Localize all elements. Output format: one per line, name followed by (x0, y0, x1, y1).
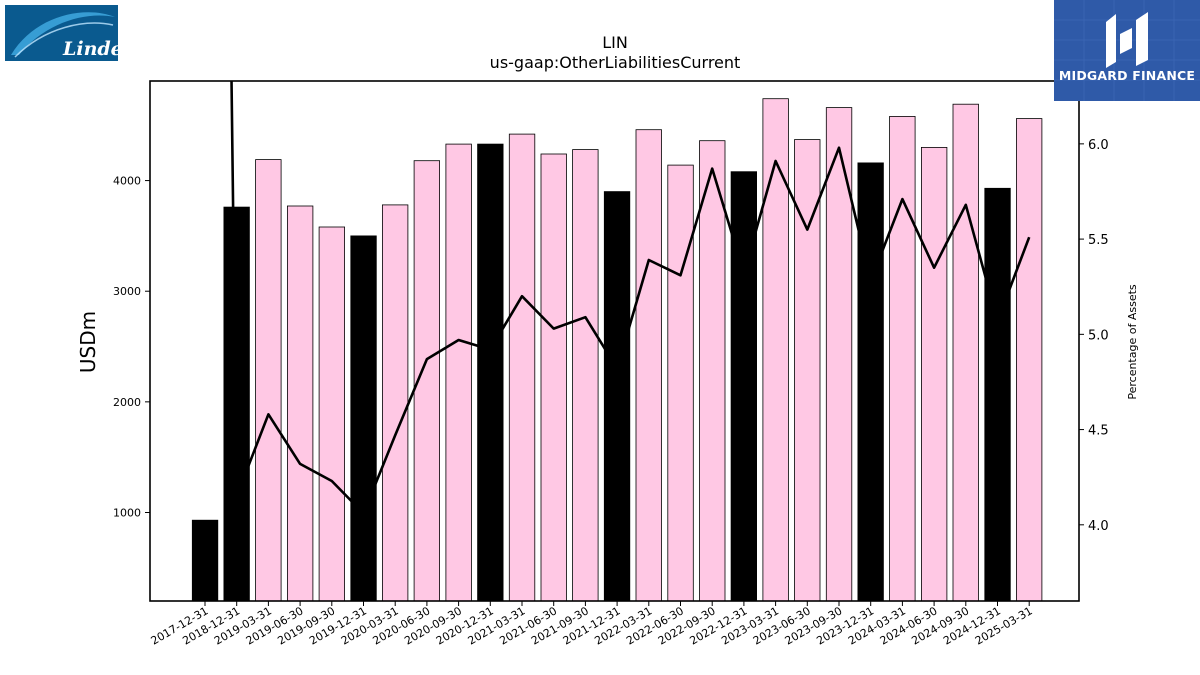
bar-2022-09-30 (699, 140, 726, 602)
y-right-tick-label: 4.5 (1088, 424, 1109, 439)
bar-2024-12-31 (984, 187, 1011, 602)
bar-2022-12-31 (730, 171, 757, 602)
bar-2025-03-31 (1016, 118, 1043, 602)
x-axis: 2017-12-312018-12-312019-03-312019-06-30… (149, 601, 1035, 648)
y-right-tick-label: 4.0 (1088, 519, 1109, 534)
y-right-tick-label: 6.0 (1088, 138, 1109, 153)
bar-series (191, 98, 1043, 602)
bar-2019-03-31 (255, 159, 282, 602)
chart-title: LIN (602, 33, 628, 52)
y-tick-label: 4000 (113, 175, 141, 188)
bar-2019-12-31 (350, 235, 377, 602)
bar-2024-03-31 (889, 116, 916, 602)
y-tick-label: 1000 (113, 506, 141, 519)
y-axis-right: 4.0 4.5 5.0 5.5 6.0 (1079, 138, 1109, 534)
bar-2023-03-31 (762, 98, 789, 602)
bar-2023-09-30 (825, 107, 853, 602)
plot-frame (149, 80, 1080, 602)
chart-subtitle: us-gaap:OtherLiabilitiesCurrent (490, 53, 741, 72)
bar-2020-12-31 (477, 143, 504, 602)
bar-2017-12-31 (191, 519, 219, 602)
bar-2020-03-31 (381, 204, 409, 602)
midgard-logo-text: MIDGARD FINANCE (1058, 68, 1196, 83)
bar-2023-06-30 (794, 139, 821, 602)
midgard-logo: MIDGARD FINANCE (1054, 0, 1200, 101)
bar-2022-03-31 (635, 129, 662, 602)
bar-2021-09-30 (572, 149, 599, 602)
y-right-tick-label: 5.5 (1088, 233, 1109, 248)
bar-2021-12-31 (603, 191, 631, 602)
y-right-tick-label: 5.0 (1088, 328, 1109, 343)
percentage-line (230, 81, 1031, 515)
y-axis-label: USDm (76, 311, 100, 373)
y-tick-label: 3000 (113, 285, 141, 298)
y-axis-left: 1000 2000 3000 4000 (113, 175, 150, 519)
line-series (230, 81, 1031, 515)
bar-2021-06-30 (540, 153, 567, 602)
bar-2021-03-31 (508, 133, 536, 602)
y-axis-right-label: Percentage of Assets (1126, 284, 1139, 400)
bar-2020-09-30 (445, 143, 472, 602)
midgard-emblem-icon (1106, 12, 1148, 68)
linde-logo-text: Linde (62, 38, 118, 60)
bar-2024-09-30 (952, 103, 979, 602)
bar-2023-12-31 (857, 162, 884, 602)
bar-2019-06-30 (286, 205, 314, 602)
linde-logo: Linde (5, 5, 123, 61)
bar-2024-06-30 (921, 146, 948, 602)
y-tick-label: 2000 (113, 396, 141, 409)
bar-2019-09-30 (318, 226, 346, 602)
bar-2022-06-30 (667, 164, 694, 602)
